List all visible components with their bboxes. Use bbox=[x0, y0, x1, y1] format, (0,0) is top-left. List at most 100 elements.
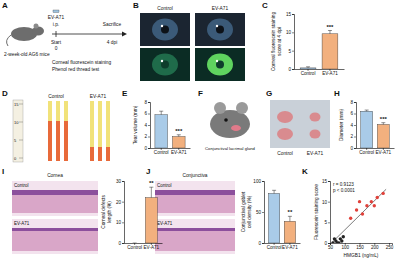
tick-label: 250 bbox=[386, 245, 394, 250]
ruler-tick bbox=[19, 104, 23, 105]
error-cap bbox=[133, 243, 137, 244]
tick-mark bbox=[328, 181, 330, 182]
x-axis: ControlEV-A71 bbox=[357, 148, 395, 155]
tick-label: Control bbox=[359, 150, 374, 155]
point bbox=[355, 208, 358, 211]
eye-photos: ControlEV-A71 bbox=[140, 6, 245, 81]
schematic: 2-week-old AG6 miceEV-A71i.p.Start0Sacri… bbox=[4, 10, 127, 72]
eye bbox=[152, 19, 178, 41]
photo-label: EV-A71 bbox=[212, 6, 229, 11]
error-bar bbox=[159, 111, 163, 114]
ruler-label: 15 bbox=[14, 102, 19, 107]
axis-title: Tear volume (mm) bbox=[133, 105, 138, 144]
mouse-ear bbox=[214, 102, 226, 114]
x-axis: ControlEV-A71 bbox=[265, 243, 301, 250]
bar-chart: 02468ControlEV-A71Diameter (mm)*** bbox=[339, 100, 395, 155]
tissue bbox=[12, 193, 98, 213]
tick-mark bbox=[354, 102, 356, 103]
bar bbox=[361, 111, 373, 148]
photo bbox=[155, 219, 235, 254]
thread-stain bbox=[90, 147, 94, 161]
axis-title: Diameter (mm) bbox=[339, 109, 344, 141]
axis-line bbox=[292, 15, 295, 70]
tick: EV-A71 bbox=[322, 69, 338, 76]
bar bbox=[322, 34, 338, 69]
ruler-tick bbox=[19, 158, 23, 159]
error-line bbox=[329, 31, 330, 34]
tick-label: 50 bbox=[256, 210, 262, 215]
tick-label: EV-A71 bbox=[171, 150, 187, 155]
error-cap bbox=[149, 187, 153, 188]
panel-letter: E bbox=[122, 89, 128, 98]
marks bbox=[300, 31, 338, 70]
point bbox=[333, 237, 336, 240]
error-cap bbox=[288, 216, 292, 217]
thread bbox=[98, 101, 102, 161]
tick: 15 bbox=[286, 12, 294, 17]
tick-mark bbox=[148, 148, 150, 149]
tick-mark bbox=[122, 181, 124, 182]
tick: 30 bbox=[116, 179, 124, 184]
y-axis: 051015 bbox=[286, 12, 295, 72]
panel-letter: F bbox=[198, 89, 203, 98]
panel-letter: D bbox=[2, 89, 8, 98]
x-axis: ControlEV-A71 bbox=[125, 243, 163, 250]
mouse-label: 2-week-old AG6 mice bbox=[4, 52, 50, 57]
tick: 20 bbox=[116, 200, 124, 205]
ruler bbox=[13, 100, 23, 162]
syringe bbox=[53, 10, 59, 13]
tick-label: EV-A71 bbox=[282, 245, 298, 250]
tick-mark bbox=[292, 32, 294, 33]
tick: 250 bbox=[386, 243, 394, 250]
point bbox=[376, 196, 379, 199]
photo bbox=[195, 48, 245, 81]
gland-photos: ControlEV-A71 bbox=[270, 100, 330, 156]
thread bbox=[64, 101, 68, 161]
eye bbox=[207, 19, 233, 41]
tick: Control bbox=[359, 148, 374, 155]
histology: ConjunctivaControlEV-A71 bbox=[155, 173, 235, 254]
tick: EV-A71 bbox=[171, 148, 187, 155]
test-label: Phenol red thread test bbox=[52, 67, 100, 72]
error-line bbox=[178, 135, 179, 137]
reflection bbox=[161, 25, 163, 27]
thread-stain bbox=[64, 121, 68, 161]
panel-letter: C bbox=[262, 1, 268, 10]
tick: 10 bbox=[322, 200, 330, 205]
tick-mark bbox=[328, 202, 330, 203]
mouse-head bbox=[32, 27, 44, 36]
point bbox=[370, 200, 373, 203]
thread bbox=[90, 101, 94, 161]
panel-letter: B bbox=[133, 1, 139, 10]
tick-label: Control bbox=[267, 245, 282, 250]
tick: Control bbox=[127, 243, 142, 250]
significance: ** bbox=[149, 180, 154, 186]
photo-label: EV-A71 bbox=[157, 221, 173, 226]
y-axis: 02468 bbox=[350, 100, 356, 151]
marks bbox=[155, 111, 185, 148]
tick-label: 150 bbox=[356, 245, 364, 250]
thread-stain bbox=[48, 121, 52, 161]
panel-letter: I bbox=[2, 167, 4, 176]
tick: 10 bbox=[286, 30, 294, 35]
tick-label: 4 bbox=[144, 123, 147, 128]
photo bbox=[140, 48, 190, 81]
tick: 6 bbox=[350, 111, 356, 116]
tick: 200 bbox=[371, 243, 379, 250]
tick-mark bbox=[262, 243, 264, 244]
bar-chart: 0102030ControlEV-A71Corneal defectslengt… bbox=[101, 179, 163, 250]
point bbox=[340, 239, 343, 242]
annotation: p < 0.0001 bbox=[333, 188, 355, 193]
tick-label: EV-A71 bbox=[322, 71, 338, 76]
bar-chart: 051015ControlEV-A71Corneal fluorescein s… bbox=[271, 12, 345, 77]
scatter-chart: 05101550100150200250Fluorescein staining… bbox=[314, 179, 394, 258]
tick: Control bbox=[267, 243, 282, 250]
photo bbox=[195, 13, 245, 46]
mouse-ear bbox=[236, 102, 248, 114]
tick: 0 bbox=[350, 146, 356, 151]
error-line bbox=[383, 123, 384, 125]
error-bar bbox=[272, 190, 276, 193]
pupil bbox=[216, 61, 224, 69]
tick-mark bbox=[354, 137, 356, 138]
tick-label: 0 bbox=[118, 241, 121, 246]
